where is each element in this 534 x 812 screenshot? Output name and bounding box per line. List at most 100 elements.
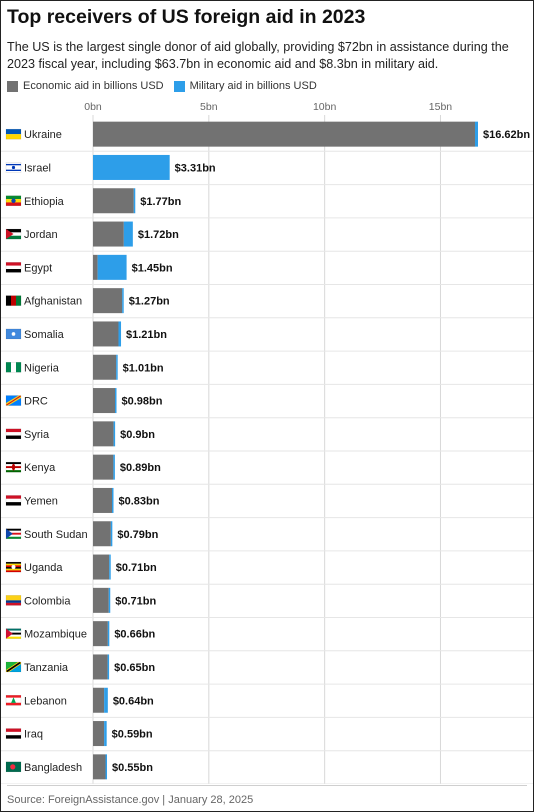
category-label: Somalia bbox=[24, 329, 65, 341]
bar-military bbox=[113, 454, 115, 480]
flag-egypt-icon bbox=[5, 262, 22, 273]
legend-item-military: Military aid in billions USD bbox=[173, 80, 317, 92]
x-tick-label: 10bn bbox=[313, 101, 337, 113]
flag-israel-icon bbox=[5, 162, 22, 173]
category-label: Yemen bbox=[24, 495, 58, 507]
flag-ukraine-icon bbox=[5, 128, 22, 140]
flag-south-sudan-icon bbox=[5, 528, 22, 539]
bar-military bbox=[108, 587, 111, 613]
category-label: Ukraine bbox=[24, 129, 62, 141]
bar-military bbox=[116, 354, 118, 380]
bar-economic bbox=[93, 721, 105, 747]
bar-economic bbox=[93, 654, 108, 680]
category-label: South Sudan bbox=[24, 529, 88, 541]
bar-military bbox=[105, 754, 108, 780]
data-label: $1.27bn bbox=[129, 296, 170, 308]
bar-military bbox=[111, 487, 114, 513]
bar-economic bbox=[93, 288, 123, 314]
legend-label-military: Military aid in billions USD bbox=[189, 80, 317, 92]
chart-subtitle: The US is the largest single donor of ai… bbox=[7, 40, 509, 71]
bar-military bbox=[97, 254, 127, 280]
flag-lebanon-icon bbox=[5, 695, 22, 706]
flag-somalia-icon bbox=[5, 328, 22, 340]
x-tick-label: 0bn bbox=[84, 101, 102, 113]
bar-economic bbox=[93, 421, 114, 447]
x-tick-label: 15bn bbox=[429, 101, 453, 113]
bar-economic bbox=[93, 687, 105, 713]
category-label: Jordan bbox=[24, 229, 58, 241]
bar-economic bbox=[93, 388, 116, 414]
bar-economic bbox=[93, 554, 110, 580]
x-tick-label: 5bn bbox=[200, 101, 218, 113]
bar-economic bbox=[93, 621, 108, 647]
category-label: Ethiopia bbox=[24, 196, 65, 208]
data-label: $16.62bn bbox=[483, 129, 530, 141]
flag-tanzania-icon bbox=[5, 661, 22, 673]
legend: Economic aid in billions USD Military ai… bbox=[7, 80, 327, 92]
data-label: $0.66bn bbox=[114, 629, 155, 641]
bar-military bbox=[104, 721, 107, 747]
bar-economic bbox=[93, 587, 109, 613]
bar-military bbox=[133, 188, 136, 214]
bar-military bbox=[123, 221, 133, 247]
bar-military bbox=[107, 621, 110, 647]
category-label: Afghanistan bbox=[24, 296, 82, 308]
flag-uganda-icon bbox=[5, 561, 22, 573]
bar-economic bbox=[93, 354, 117, 380]
legend-swatch-military bbox=[173, 80, 185, 92]
data-label: $1.45bn bbox=[132, 262, 173, 274]
bar-economic bbox=[93, 221, 124, 247]
category-label: Kenya bbox=[24, 462, 56, 474]
source-note: Source: ForeignAssistance.gov | January … bbox=[7, 794, 254, 806]
bar-military bbox=[113, 421, 116, 447]
category-label: Tanzania bbox=[24, 662, 69, 674]
flag-afghanistan-icon bbox=[5, 295, 22, 306]
flag-nigeria-icon bbox=[5, 362, 22, 373]
bar-economic bbox=[93, 754, 106, 780]
flag-iraq-icon bbox=[5, 728, 22, 739]
bar-military bbox=[104, 687, 108, 713]
flag-jordan-icon bbox=[5, 228, 22, 240]
bar-military bbox=[93, 154, 170, 180]
bar-military bbox=[115, 388, 117, 414]
legend-swatch-economic bbox=[7, 80, 18, 92]
bar-military bbox=[107, 654, 110, 680]
data-label: $0.79bn bbox=[117, 529, 158, 541]
flag-syria-icon bbox=[5, 428, 22, 440]
category-label: Lebanon bbox=[24, 695, 67, 707]
bar-economic bbox=[93, 521, 111, 547]
flag-kenya-icon bbox=[5, 461, 22, 473]
data-label: $1.77bn bbox=[140, 196, 181, 208]
bar-economic bbox=[93, 321, 119, 347]
bar-economic bbox=[93, 454, 114, 480]
bar-chart: 0bn 5bn 10bn 15bn Ukraine $16.62bn Israel $3.31… bbox=[1, 101, 533, 784]
data-label: $1.01bn bbox=[123, 362, 164, 374]
data-label: $0.71bn bbox=[115, 595, 156, 607]
bar-military bbox=[474, 121, 478, 147]
data-label: $1.72bn bbox=[138, 229, 179, 241]
data-label: $0.98bn bbox=[122, 396, 163, 408]
bar-economic bbox=[93, 121, 475, 147]
bar-military bbox=[118, 321, 122, 347]
legend-item-economic: Economic aid in billions USD bbox=[7, 80, 164, 92]
bar-military bbox=[122, 288, 124, 314]
bar-economic bbox=[93, 188, 134, 214]
bar-economic bbox=[93, 254, 98, 280]
category-label: Uganda bbox=[24, 562, 63, 574]
flag-bangladesh-icon bbox=[5, 761, 22, 773]
legend-label-economic: Economic aid in billions USD bbox=[23, 80, 164, 92]
data-label: $3.31bn bbox=[175, 162, 216, 174]
flag-ethiopia-icon bbox=[5, 195, 22, 206]
data-label: $0.9bn bbox=[120, 429, 155, 441]
data-label: $1.21bn bbox=[126, 329, 167, 341]
category-label: Nigeria bbox=[24, 362, 60, 374]
footer-divider bbox=[7, 785, 527, 786]
category-label: Colombia bbox=[24, 595, 71, 607]
flag-colombia-icon bbox=[5, 595, 22, 606]
data-label: $0.89bn bbox=[120, 462, 161, 474]
chart-title: Top receivers of US foreign aid in 2023 bbox=[7, 6, 366, 28]
data-label: $0.65bn bbox=[114, 662, 155, 674]
data-label: $0.55bn bbox=[112, 762, 153, 774]
category-label: DRC bbox=[24, 396, 48, 408]
